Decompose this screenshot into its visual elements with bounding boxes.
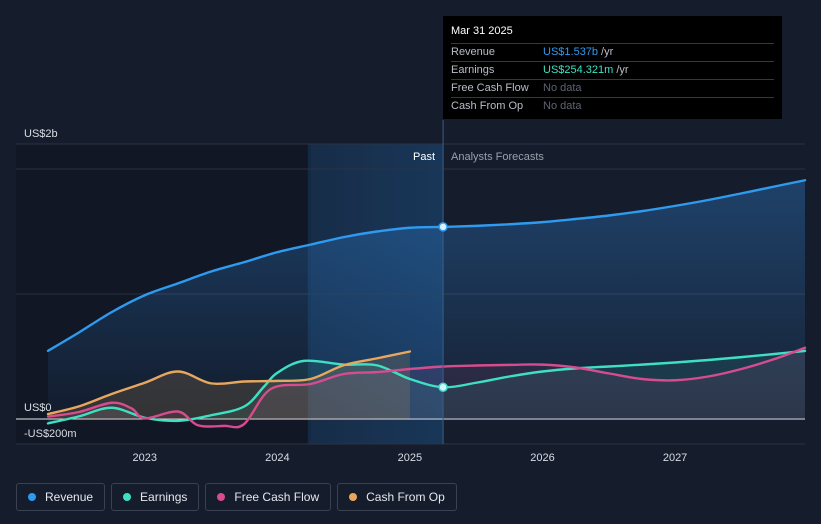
tooltip-label: Free Cash Flow (451, 82, 529, 94)
legend-label: Revenue (45, 490, 94, 504)
legend-dot-icon (28, 493, 36, 501)
x-tick-label: 2024 (265, 452, 289, 464)
tooltip-date: Mar 31 2025 (451, 25, 513, 37)
revenue-area (48, 180, 805, 419)
revenue-marker (438, 222, 448, 232)
tooltip-value: No data (543, 82, 582, 94)
legend-label: Free Cash Flow (234, 490, 320, 504)
forecast-label: Analysts Forecasts (451, 151, 544, 163)
tooltip-value: US$254.321m (543, 64, 614, 76)
revenue-line (46, 179, 807, 353)
past-label: Past (413, 151, 435, 163)
legend-revenue[interactable]: Revenue (16, 483, 106, 511)
tooltip-row-earnings: Earnings US$254.321m /yr (451, 61, 774, 79)
earnings-line (46, 349, 807, 425)
cash-from-op-area (48, 351, 410, 419)
y-label-bottom: -US$200m (24, 428, 77, 440)
earnings-area (48, 350, 805, 424)
legend: Revenue Earnings Free Cash Flow Cash Fro… (16, 483, 457, 511)
tooltip-label: Cash From Op (451, 100, 524, 112)
tooltip-value: US$1.537b (543, 46, 599, 58)
tooltip-row-cash-from-op: Cash From Op No data (451, 97, 774, 115)
tooltip-label: Revenue (451, 46, 496, 58)
free-cash-flow-line (46, 346, 807, 429)
cash-from-op-line (46, 350, 412, 416)
tooltip-row-free-cash-flow: Free Cash Flow No data (451, 79, 774, 97)
x-tick-label: 2026 (530, 452, 554, 464)
tooltip-unit: /yr (601, 46, 614, 58)
tooltip-row-revenue: Revenue US$1.537b /yr (451, 43, 774, 61)
earnings-marker (438, 382, 448, 392)
legend-label: Earnings (140, 490, 188, 504)
tooltip-label: Earnings (451, 64, 495, 76)
x-tick-label: 2025 (398, 452, 422, 464)
free-cash-flow-area (48, 347, 805, 428)
legend-earnings[interactable]: Earnings (111, 483, 200, 511)
legend-dot-icon (349, 493, 358, 501)
legend-free-cash-flow[interactable]: Free Cash Flow (205, 483, 332, 511)
legend-cash-from-op[interactable]: Cash From Op (337, 483, 457, 511)
y-label-top: US$2b (24, 128, 58, 140)
legend-label: Cash From Op (366, 490, 445, 504)
legend-dot-icon (123, 493, 132, 501)
tooltip-unit: /yr (616, 64, 629, 76)
tooltip-value: No data (543, 100, 582, 112)
y-label-zero: US$0 (24, 402, 52, 414)
tooltip: Mar 31 2025 Revenue US$1.537b /yr Earnin… (443, 16, 782, 119)
x-tick-label: 2023 (133, 452, 157, 464)
x-tick-label: 2027 (663, 452, 687, 464)
legend-dot-icon (217, 493, 226, 501)
